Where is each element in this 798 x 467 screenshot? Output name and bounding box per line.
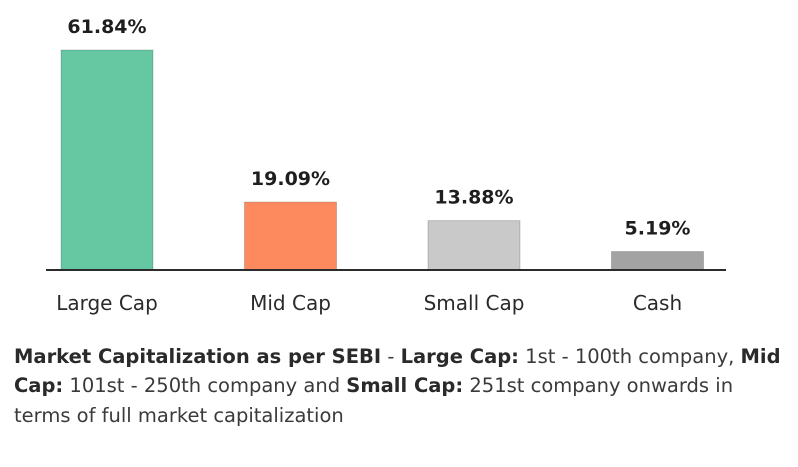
footnote-mid-cap-term: Mid Cap: bbox=[14, 345, 781, 398]
bar-large-cap bbox=[60, 49, 154, 271]
footnote-small-cap-term: Small Cap: bbox=[346, 374, 464, 398]
bars-group bbox=[60, 49, 704, 271]
bar-chart: 61.84% Large Cap 19.09% Mid Cap 13.88% Small … bbox=[46, 16, 726, 315]
footnote-small-cap-definition: 251st company onwards in terms of full m… bbox=[14, 374, 734, 427]
bar-cash bbox=[611, 251, 704, 271]
value-label-cash: 5.19% bbox=[625, 218, 691, 240]
footnote-heading: Market Capitalization as per SEBI bbox=[14, 345, 382, 368]
labels-group: 61.84% Large Cap 19.09% Mid Cap 13.88% Small … bbox=[56, 16, 690, 315]
footnote-mid-cap-definition: 101st - 250th company and bbox=[63, 374, 347, 398]
category-label-mid-cap: Mid Cap bbox=[250, 291, 331, 315]
category-label-large-cap: Large Cap bbox=[56, 291, 158, 315]
footnote-separator: - bbox=[381, 345, 401, 368]
category-label-small-cap: Small Cap bbox=[424, 291, 525, 315]
footnote-large-cap-term: Large Cap: bbox=[400, 345, 519, 368]
market-cap-footnote: Market Capitalization as per SEBI - Larg… bbox=[14, 342, 784, 430]
bar-mid-cap bbox=[244, 201, 337, 271]
value-label-large-cap: 61.84% bbox=[67, 16, 146, 38]
category-label-cash: Cash bbox=[633, 291, 682, 315]
value-label-mid-cap: 19.09% bbox=[251, 168, 330, 190]
footnote-large-cap-definition: 1st - 100th company, bbox=[518, 345, 741, 368]
bar-small-cap bbox=[427, 220, 521, 271]
value-label-small-cap: 13.88% bbox=[434, 187, 513, 209]
